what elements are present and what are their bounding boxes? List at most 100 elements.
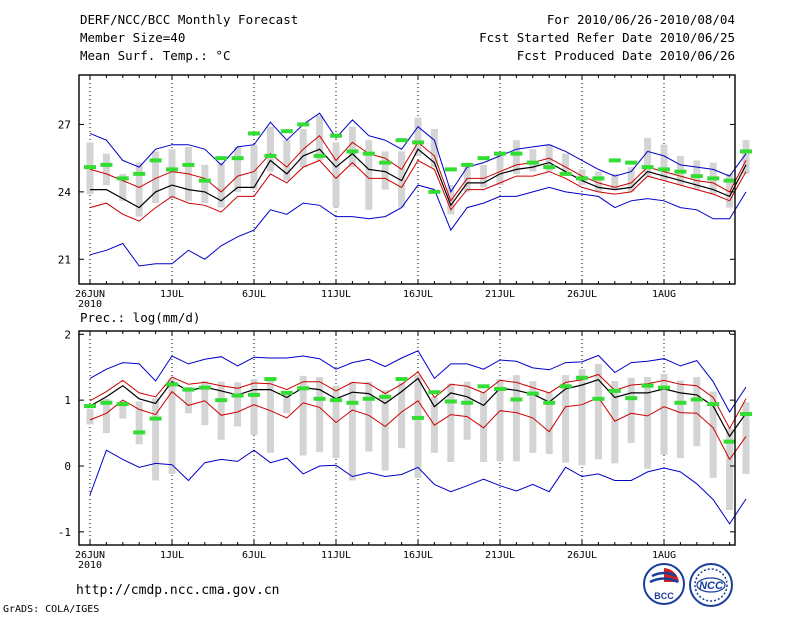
temperature-median-mark — [707, 176, 720, 181]
temperature-median-mark — [444, 167, 457, 172]
temperature-spread-box — [119, 173, 127, 201]
temperature-spread-box — [135, 162, 143, 217]
temperature-median-mark — [280, 129, 293, 134]
precipitation-median-mark — [215, 398, 228, 403]
temperature-xtick-label: 26JUN — [75, 289, 105, 300]
precipitation-spread-box — [201, 381, 209, 426]
temperature-median-mark — [297, 122, 310, 127]
precipitation-spread-box — [250, 379, 258, 436]
temperature-spread-box — [726, 173, 734, 208]
precipitation-xtick-label: 16JUL — [403, 550, 433, 561]
temperature-spread-box — [496, 153, 504, 186]
precipitation-lower-line — [89, 390, 747, 461]
precipitation-median-mark — [280, 390, 293, 395]
precipitation-spread-box — [611, 381, 619, 464]
temperature-median-mark — [510, 151, 523, 156]
precipitation-median-mark — [100, 400, 113, 405]
temperature-mean-line — [90, 148, 747, 209]
temperature-xtick-label: 1JUL — [160, 289, 184, 300]
ncc-logo-text: NCC — [699, 580, 724, 592]
temperature-spread-box — [102, 153, 110, 186]
precipitation-spread-box — [381, 390, 389, 471]
precipitation-spread-box — [627, 377, 635, 443]
precipitation-median-mark — [182, 387, 195, 392]
precipitation-median-mark — [395, 377, 408, 382]
produced-date: Fcst Produced Date 2010/06/26 — [516, 48, 735, 63]
precipitation-spread-box — [348, 382, 356, 481]
precipitation-spread-box — [578, 369, 586, 466]
temperature-median-mark — [477, 156, 490, 161]
precip-variable-label: Prec.: log(mm/d) — [80, 310, 201, 325]
precipitation-spread-box — [283, 391, 291, 414]
temperature-median-mark — [461, 162, 474, 167]
temperature-median-mark — [198, 178, 211, 183]
temperature-spread-box — [512, 140, 520, 174]
precipitation-xtick-label: 26JUN — [75, 550, 105, 561]
precipitation-median-mark — [690, 397, 703, 402]
precipitation-median-mark — [477, 384, 490, 389]
precipitation-median-mark — [346, 400, 359, 405]
precipitation-spread-box — [152, 398, 160, 481]
precipitation-xtick-label: 6JUL — [242, 550, 266, 561]
forecast-period: For 2010/06/26-2010/08/04 — [546, 12, 735, 27]
temperature-spread-box — [348, 126, 356, 168]
precipitation-spread-box — [86, 408, 94, 425]
precipitation-xtick-label: 1AUG — [652, 550, 676, 561]
precipitation-spread-box — [512, 375, 520, 462]
precipitation-median-mark — [428, 390, 441, 395]
temperature-lower-line — [89, 159, 747, 222]
precipitation-ytick-label: 0 — [64, 460, 71, 473]
temperature-spread-box — [414, 117, 422, 156]
precipitation-spread-box — [414, 375, 422, 478]
temperature-ytick-label: 21 — [58, 253, 71, 266]
precipitation-spread-box — [299, 375, 307, 456]
temperature-spread-box — [627, 167, 635, 192]
temperature-spread-box — [201, 164, 209, 204]
temperature-median-mark — [231, 156, 244, 161]
precipitation-spread-box — [365, 381, 373, 452]
precipitation-spread-box — [529, 381, 537, 453]
temperature-median-mark — [215, 156, 228, 161]
precipitation-xtick-label: 11JUL — [321, 550, 351, 561]
temperature-xtick-label: 26JUL — [567, 289, 597, 300]
precipitation-spread-box — [168, 378, 176, 474]
precipitation-median-mark — [412, 415, 424, 420]
temperature-median-mark — [182, 162, 195, 167]
temperature-spread-box — [234, 146, 242, 192]
temperature-spread-box — [152, 151, 160, 204]
temperature-spread-box — [562, 153, 570, 174]
temperature-median-mark — [543, 165, 556, 170]
temperature-median-mark — [313, 153, 326, 158]
precipitation-spread-box — [135, 401, 143, 445]
precipitation-median-mark — [461, 400, 474, 405]
precipitation-median-mark — [641, 383, 654, 388]
temperature-spread-box — [660, 144, 668, 181]
precipitation-spread-box — [266, 380, 274, 453]
precipitation-median-mark — [707, 402, 720, 407]
precipitation-xtick-year: 2010 — [78, 560, 102, 571]
temperature-median-mark — [100, 162, 113, 167]
temperature-xtick-label: 6JUL — [242, 289, 266, 300]
started-date: Fcst Started Refer Date 2010/06/25 — [479, 30, 735, 45]
precipitation-median-mark — [658, 385, 670, 390]
precipitation-median-mark — [576, 375, 588, 380]
precipitation-spread-box — [398, 382, 406, 449]
temperature-median-mark — [149, 158, 162, 163]
temperature-spread-box — [611, 173, 619, 190]
source-url[interactable]: http://cmdp.ncc.cma.gov.cn — [76, 583, 280, 598]
precipitation-spread-box — [660, 373, 668, 455]
temperature-frame — [78, 74, 736, 285]
temperature-min-line — [89, 184, 747, 267]
precipitation-spread-box — [447, 383, 455, 463]
member-size: Member Size=40 — [80, 30, 186, 45]
precipitation-median-mark — [231, 393, 244, 398]
temperature-spread-box — [742, 140, 750, 174]
precipitation-spread-box — [184, 386, 192, 414]
temperature-median-mark — [166, 167, 178, 172]
precipitation-spread-box — [119, 401, 127, 419]
precipitation-ytick-label: 2 — [64, 328, 71, 341]
temperature-spread-box — [299, 128, 307, 168]
temperature-spread-box — [529, 149, 537, 172]
temperature-spread-box — [644, 137, 652, 177]
precipitation-median-mark — [592, 396, 605, 401]
